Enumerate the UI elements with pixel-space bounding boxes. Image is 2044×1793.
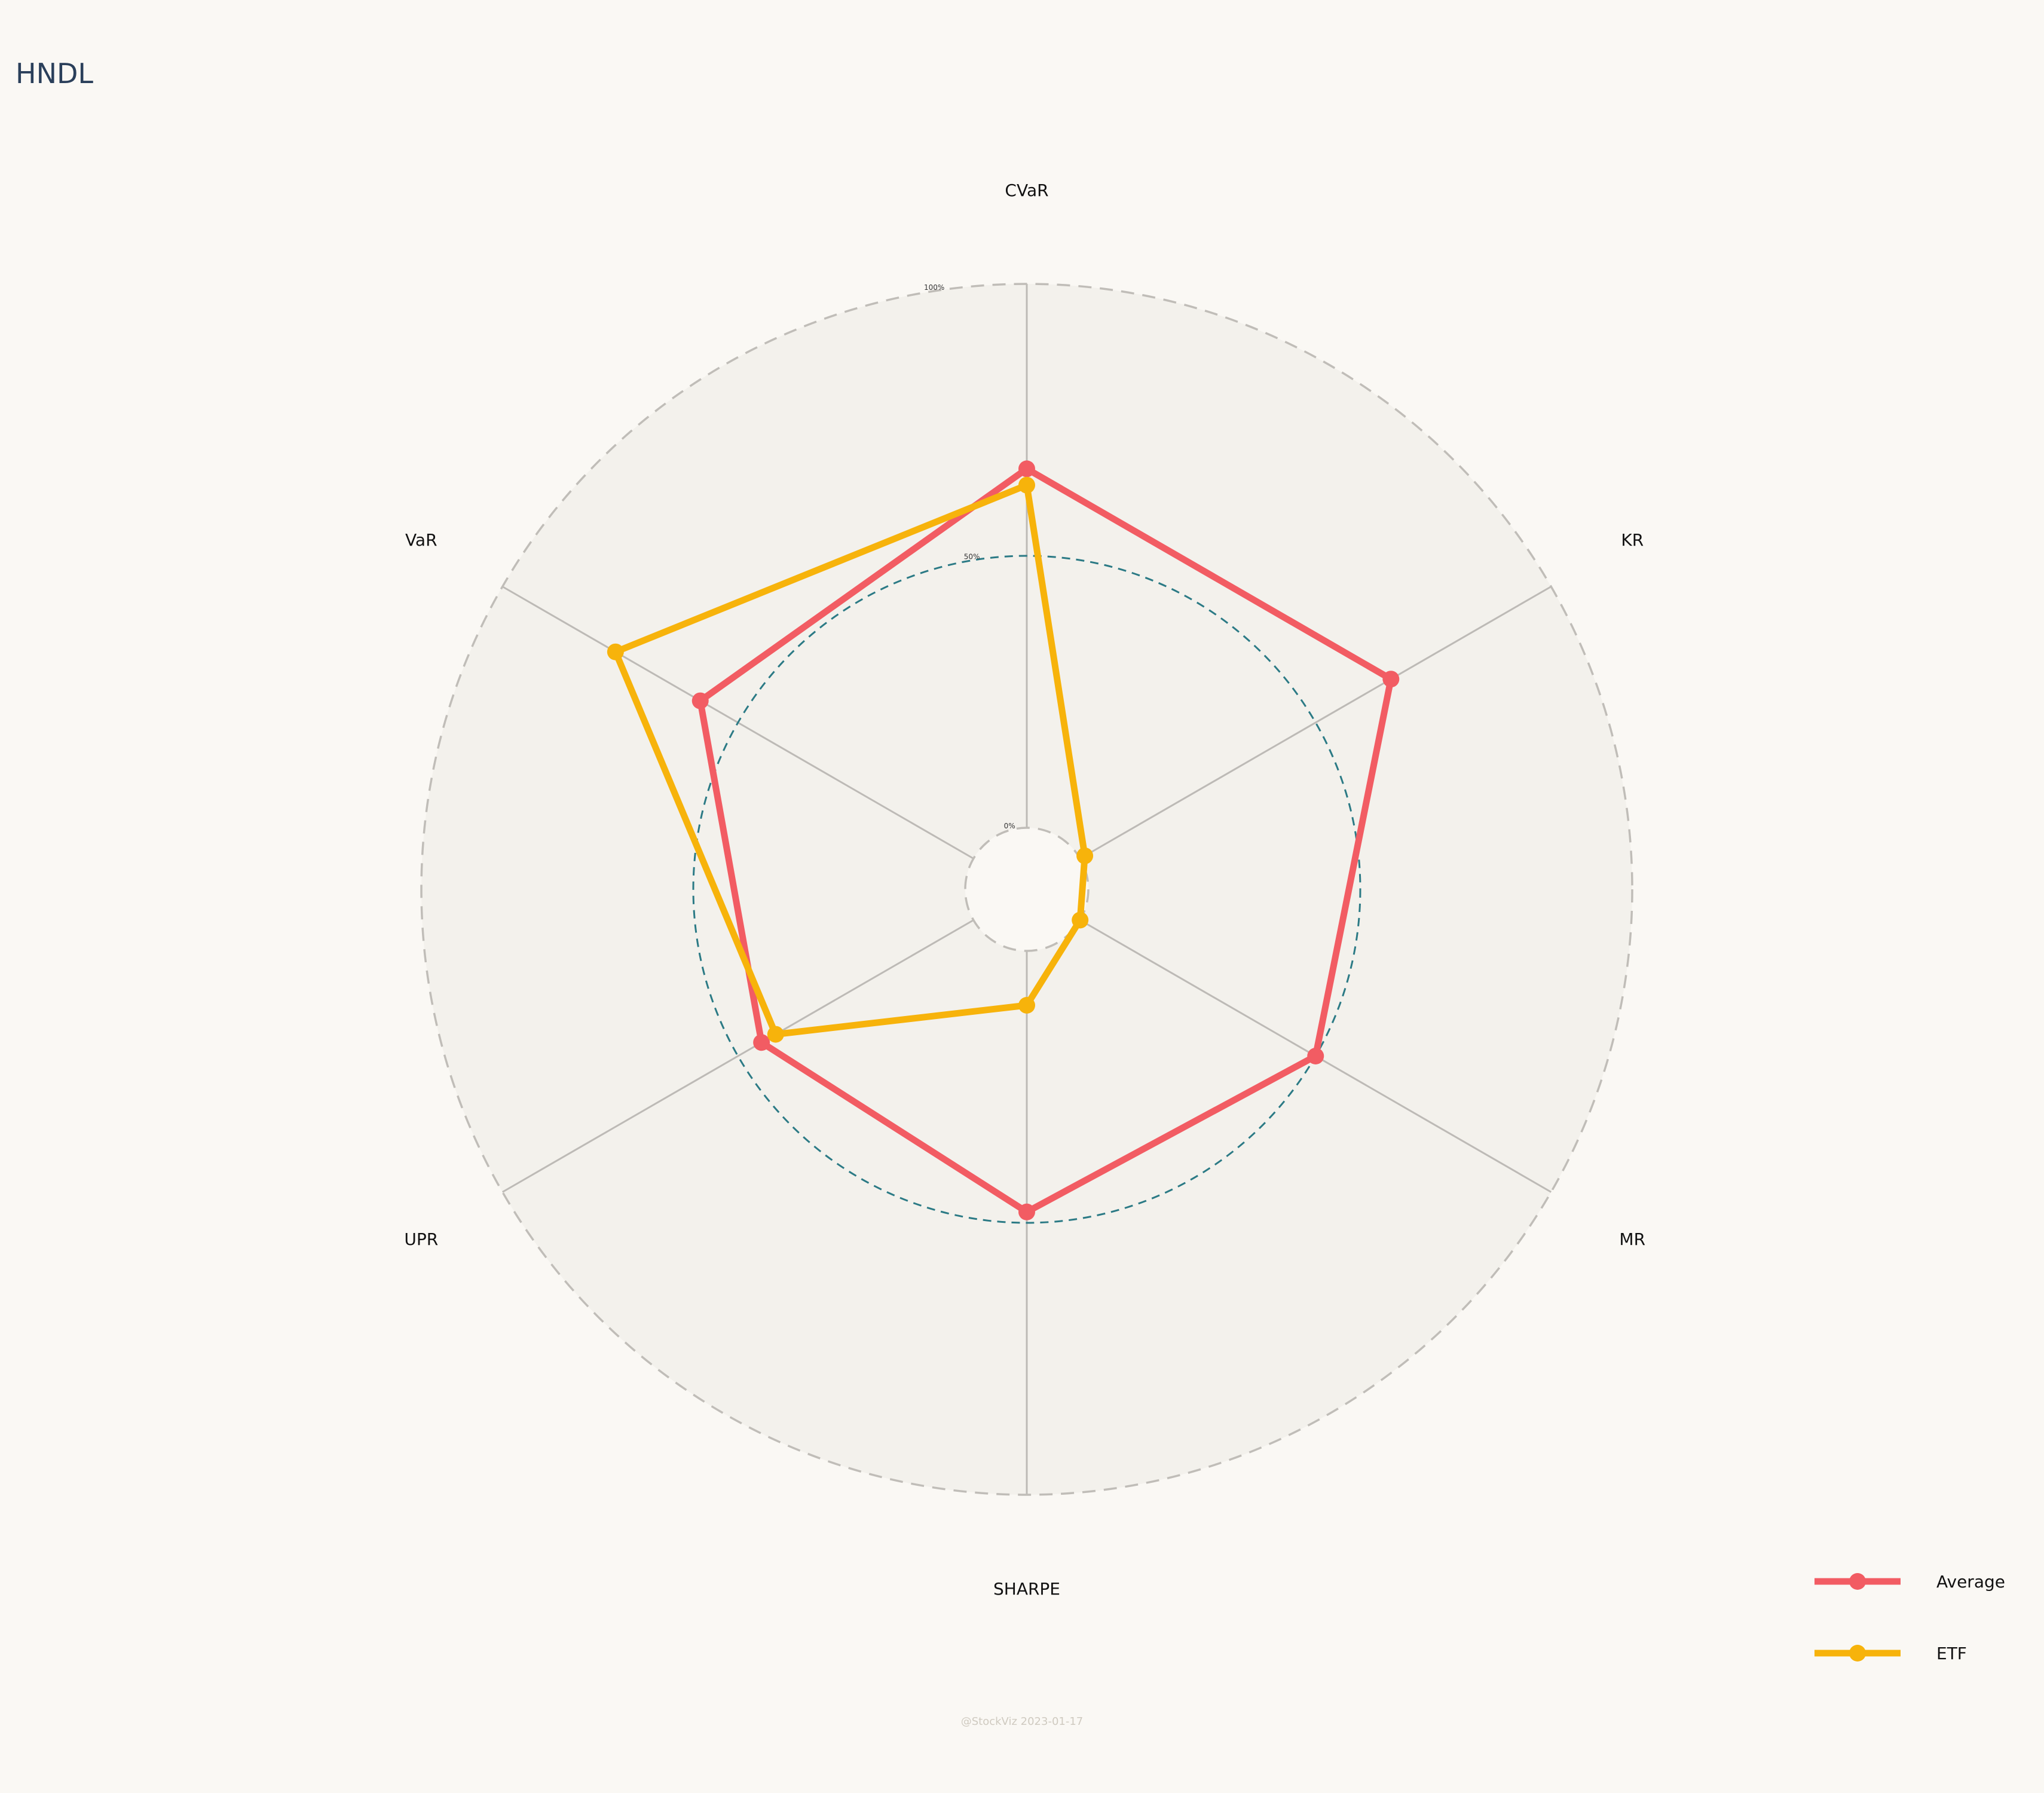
series-point-average-kr <box>1382 671 1400 688</box>
plot-hole <box>965 828 1088 951</box>
series-point-etf-var <box>607 643 624 660</box>
legend-label-average: Average <box>1936 1572 2005 1592</box>
axis-labels: CVaR KR MR SHARPE UPR VaR <box>404 180 1645 1599</box>
legend-marker-etf <box>1849 1645 1866 1662</box>
series-point-average-mr <box>1307 1048 1324 1064</box>
ring-label-50: 50% <box>964 553 980 561</box>
axis-label-mr: MR <box>1619 1229 1645 1249</box>
axis-label-sharpe: SHARPE <box>993 1579 1060 1599</box>
axis-label-var: VaR <box>405 530 437 550</box>
ring-0 <box>964 827 1090 952</box>
ring-label-0: 0% <box>1004 822 1015 830</box>
ring-100 <box>420 283 1633 1496</box>
legend-label-etf: ETF <box>1936 1644 1967 1663</box>
series-point-etf-kr <box>1076 847 1094 864</box>
watermark: @StockViz 2023-01-17 <box>960 1715 1084 1728</box>
series-point-average-upr <box>753 1034 770 1051</box>
series-point-etf-sharpe <box>1018 997 1035 1014</box>
axis-label-upr: UPR <box>404 1229 438 1249</box>
series-point-average-cvar <box>1018 460 1035 478</box>
ring-label-100: 100% <box>924 283 944 292</box>
legend-marker-average <box>1849 1573 1866 1590</box>
spoke-kr <box>1079 586 1552 859</box>
chart-title: HNDL <box>16 57 94 90</box>
series-point-average-var <box>691 692 709 709</box>
spoke-upr <box>501 919 974 1193</box>
axis-label-cvar: CVaR <box>1005 180 1048 200</box>
ring-50 <box>692 555 1361 1224</box>
axis-label-kr: KR <box>1621 530 1644 550</box>
series-point-etf-cvar <box>1018 476 1035 494</box>
series-point-average-sharpe <box>1018 1203 1035 1220</box>
legend[interactable]: Average ETF <box>1814 1572 2005 1663</box>
radar-series <box>607 460 1400 1220</box>
radar-grid: 0% 50% 100% <box>420 283 1633 1496</box>
series-point-etf-upr <box>767 1026 784 1043</box>
series-point-etf-mr <box>1072 911 1089 929</box>
